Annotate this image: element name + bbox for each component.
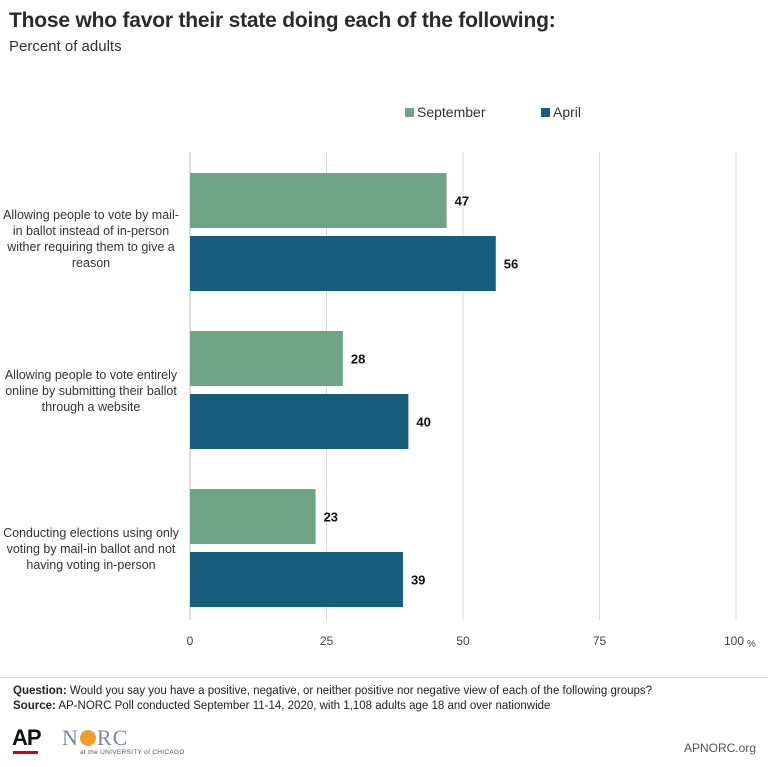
value-label-september-2: 23 xyxy=(324,510,338,525)
source-text: AP-NORC Poll conducted September 11-14, … xyxy=(55,700,551,712)
value-label-april-0: 56 xyxy=(504,257,518,272)
bar-april-0 xyxy=(190,236,496,291)
legend-swatch-september xyxy=(405,108,414,117)
category-label-2: Conducting elections using only voting b… xyxy=(3,526,179,572)
x-tick-label: 100 xyxy=(724,634,744,648)
footer-divider xyxy=(0,677,768,678)
question-label: Question: xyxy=(13,685,67,697)
value-label-april-1: 40 xyxy=(416,415,430,430)
ap-logo-bar xyxy=(13,751,38,754)
value-labels: 47 56 28 40 23 39 xyxy=(324,194,519,588)
bar-september-2 xyxy=(190,489,316,544)
x-tick-label: 75 xyxy=(593,634,607,648)
bar-september-0 xyxy=(190,173,447,228)
x-tick-label: 50 xyxy=(456,634,470,648)
chart-title: Those who favor their state doing each o… xyxy=(9,9,556,32)
site-url: APNORC.org xyxy=(683,741,756,755)
category-label-0: Allowing people to vote by mail-in ballo… xyxy=(3,208,179,270)
question-text: Would you say you have a positive, negat… xyxy=(66,685,653,697)
norc-logo: N RC xyxy=(62,725,128,751)
bars xyxy=(190,173,496,607)
category-label-1: Allowing people to vote entirely online … xyxy=(4,368,178,414)
bar-april-1 xyxy=(190,394,409,449)
axis-ticks: 0 25 50 75 100% xyxy=(187,634,756,650)
legend-label-september: September xyxy=(417,104,486,120)
footer-question: Question: Would you say you have a posit… xyxy=(13,685,652,697)
value-label-april-2: 39 xyxy=(411,573,425,588)
norc-logo-subtitle: at the UNIVERSITY of CHICAGO xyxy=(80,749,185,756)
value-label-september-0: 47 xyxy=(455,194,469,209)
x-tick-label: 25 xyxy=(320,634,334,648)
bar-september-1 xyxy=(190,331,343,386)
chart-subtitle: Percent of adults xyxy=(9,38,122,55)
x-axis-unit: % xyxy=(747,639,756,650)
legend-item-april: April xyxy=(541,104,581,120)
x-tick-label: 0 xyxy=(187,634,194,648)
bar-april-2 xyxy=(190,552,403,607)
footer-source: Source: AP-NORC Poll conducted September… xyxy=(13,700,550,712)
legend-label-april: April xyxy=(553,104,582,120)
legend-swatch-april xyxy=(541,108,550,117)
norc-logo-n: N xyxy=(62,725,79,750)
norc-logo-rc: RC xyxy=(96,725,129,750)
norc-logo-circle xyxy=(79,730,96,746)
legend-item-september: September xyxy=(405,104,485,120)
bar-chart: 47 56 28 40 23 39 0 25 50 75 100% xyxy=(187,152,756,650)
value-label-september-1: 28 xyxy=(351,352,365,367)
ap-logo: AP xyxy=(12,725,42,750)
source-label: Source: xyxy=(13,700,56,712)
